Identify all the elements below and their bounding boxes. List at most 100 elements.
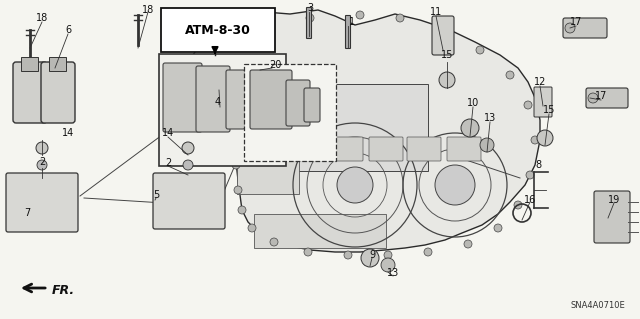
Circle shape [232,161,240,169]
FancyBboxPatch shape [346,16,351,48]
Circle shape [461,119,479,137]
Circle shape [234,138,242,146]
Circle shape [337,167,373,203]
FancyBboxPatch shape [6,173,78,232]
Text: 15: 15 [441,50,453,60]
Circle shape [182,142,194,154]
Text: 5: 5 [153,190,159,200]
FancyBboxPatch shape [307,8,312,39]
Text: 6: 6 [65,25,71,35]
Polygon shape [193,10,540,252]
Text: ATM-8-30: ATM-8-30 [185,24,251,36]
Circle shape [384,251,392,259]
Text: 4: 4 [215,97,221,107]
Circle shape [524,101,532,109]
Text: 8: 8 [535,160,541,170]
Circle shape [565,23,575,33]
Text: 11: 11 [430,7,442,17]
FancyBboxPatch shape [586,88,628,108]
FancyBboxPatch shape [49,57,66,71]
Circle shape [464,240,472,248]
FancyBboxPatch shape [163,63,202,132]
Circle shape [537,130,553,146]
FancyBboxPatch shape [594,191,630,243]
FancyBboxPatch shape [329,137,363,161]
FancyBboxPatch shape [534,87,552,117]
Text: 20: 20 [269,60,281,70]
FancyBboxPatch shape [41,62,75,123]
Circle shape [514,201,522,209]
FancyBboxPatch shape [196,66,230,132]
Circle shape [344,251,352,259]
Text: 3: 3 [307,3,313,13]
Text: FR.: FR. [52,284,75,296]
Circle shape [588,93,598,103]
FancyBboxPatch shape [244,64,336,161]
Circle shape [270,238,278,246]
Circle shape [238,206,246,214]
FancyBboxPatch shape [153,173,225,229]
FancyBboxPatch shape [304,88,320,122]
Circle shape [526,171,534,179]
FancyBboxPatch shape [432,16,454,55]
FancyBboxPatch shape [250,70,292,129]
Circle shape [183,160,193,170]
Text: 19: 19 [608,195,620,205]
FancyBboxPatch shape [369,137,403,161]
Circle shape [201,64,209,72]
FancyBboxPatch shape [261,84,428,171]
Circle shape [436,22,444,30]
Circle shape [480,138,494,152]
Text: SNA4A0710E: SNA4A0710E [570,301,625,310]
Circle shape [381,258,395,272]
FancyBboxPatch shape [21,57,38,71]
Circle shape [435,165,475,205]
Text: 17: 17 [595,91,607,101]
Circle shape [236,114,244,122]
Text: 18: 18 [142,5,154,15]
Circle shape [221,41,229,49]
Text: 12: 12 [534,77,546,87]
Circle shape [356,11,364,19]
Circle shape [37,160,47,170]
Circle shape [36,142,48,154]
Circle shape [396,14,404,22]
Text: 18: 18 [36,13,48,23]
Circle shape [531,136,539,144]
FancyBboxPatch shape [237,137,299,194]
Circle shape [258,68,266,76]
Text: 9: 9 [369,250,375,260]
FancyBboxPatch shape [226,70,245,129]
Text: 17: 17 [570,17,582,27]
FancyBboxPatch shape [447,137,481,161]
Circle shape [248,224,256,232]
Text: 2: 2 [165,158,171,168]
Circle shape [306,14,314,22]
Circle shape [476,46,484,54]
FancyBboxPatch shape [286,80,310,126]
FancyBboxPatch shape [161,8,275,52]
Circle shape [494,224,502,232]
FancyBboxPatch shape [159,54,286,166]
Circle shape [361,249,379,267]
FancyBboxPatch shape [254,214,386,248]
Text: 14: 14 [162,128,174,138]
Text: 14: 14 [62,128,74,138]
FancyBboxPatch shape [563,18,607,38]
Circle shape [439,72,455,88]
Text: 1: 1 [349,17,355,27]
Text: 7: 7 [24,208,30,218]
Circle shape [304,248,312,256]
Circle shape [256,21,264,29]
Text: 15: 15 [543,105,555,115]
FancyBboxPatch shape [13,62,47,123]
Circle shape [424,248,432,256]
Text: 16: 16 [524,195,536,205]
FancyBboxPatch shape [407,137,441,161]
Text: 2: 2 [39,157,45,167]
Circle shape [244,91,252,99]
Circle shape [506,71,514,79]
Text: 10: 10 [467,98,479,108]
Circle shape [234,186,242,194]
Text: 13: 13 [387,268,399,278]
